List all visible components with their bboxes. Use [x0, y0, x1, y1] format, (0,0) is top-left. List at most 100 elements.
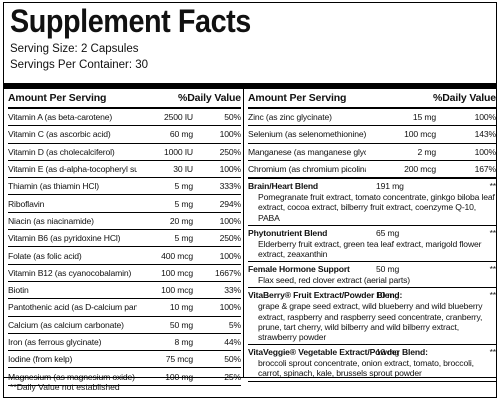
nutrient-row: Biotin 100 mcg 33% [8, 282, 241, 300]
nutrient-name: Vitamin C (as ascorbic acid) [8, 129, 111, 140]
daily-value: 1667% [214, 267, 241, 278]
amount: 1000 IU [163, 146, 193, 157]
nutrient-name: Iodine (from kelp) [8, 354, 73, 365]
amount: 191 mg [376, 181, 404, 192]
nutrient-name: Selenium (as selenomethionine) [248, 129, 366, 140]
nutrient-name: Biotin [8, 285, 29, 296]
table-header: Amount Per Serving %Daily Value [248, 89, 496, 109]
blend: Female Hormone Support 50 mg ** Flax seed, … [248, 262, 496, 289]
left-table: Amount Per Serving %Daily Value Vitamin … [8, 89, 242, 386]
nutrient-row: Niacin (as niacinamide) 20 mg 100% [8, 213, 241, 231]
nutrient-row: Vitamin B12 (as cyanocobalamin) 100 mcg 16… [8, 265, 241, 282]
daily-value: ** [489, 227, 497, 238]
nutrient-name: Vitamin D (as cholecalciferol) [8, 146, 115, 157]
nutrient-name: Vitamin B12 (as cyanocobalamin) [8, 267, 132, 278]
amount: 100 mcg [161, 267, 193, 278]
nutrient-name: Niacin (as niacinamide) [8, 215, 94, 226]
amount: 5 mg [174, 181, 193, 192]
nutrient-name: Thiamin (as thiamin HCl) [8, 181, 99, 192]
divider [4, 83, 496, 89]
nutrient-row: Pantothenic acid (as D-calcium pantothen… [8, 299, 242, 317]
daily-value: 100% [219, 164, 242, 175]
blend-header: VitaBerry® Fruit Extract/Powder Blend: 10… [248, 289, 496, 301]
nutrient-row: Folate (as folic acid) 400 mcg 100% [8, 247, 242, 265]
blend-ingredients: grape & grape seed extract, wild blueber… [258, 301, 483, 343]
table-header: Amount Per Serving %Daily Value [8, 89, 241, 109]
nutrient-name: Riboflavin [8, 198, 45, 209]
nutrient-name: Vitamin A (as beta-carotene) [8, 112, 113, 123]
amount: 400 mcg [161, 250, 193, 261]
amount: 5 mg [174, 233, 193, 244]
daily-value: 333% [219, 181, 242, 192]
nutrient-name: Chromium (as chromium picolinate) [248, 164, 366, 175]
blend-name: VitaBerry® Fruit Extract/Powder Blend: [248, 290, 403, 301]
nutrient-name: Pantothenic acid (as D-calcium pantothen… [8, 302, 137, 313]
amount: 10 mg [376, 290, 400, 301]
blend-name: Phytonutrient Blend [248, 227, 328, 238]
blend: VitaBerry® Fruit Extract/Powder Blend: 10… [248, 288, 496, 346]
daily-value: 294% [219, 198, 242, 209]
daily-value: 100% [219, 302, 242, 313]
blend: Brain/Heart Blend 191 mg ** Pomegranate fru… [248, 179, 496, 226]
nutrient-name: Vitamin B6 (as pyridoxine HCl) [8, 233, 121, 244]
footnote: **Daily Value not established [10, 382, 120, 392]
title: Supplement Facts [10, 3, 251, 39]
blend-ingredients: Elderberry fruit extract, green tea leaf… [258, 238, 482, 259]
amount: 15 mg [412, 112, 436, 123]
nutrient-row: Calcium (as calcium carbonate) 50 mg 5% [8, 317, 241, 334]
blend-name: VitaVeggie® Vegetable Extract/Powder Ble… [248, 347, 428, 358]
nutrient-row: Vitamin A (as beta-carotene) 2500 IU 50% [8, 109, 241, 127]
amount: 75 mcg [165, 354, 193, 365]
nutrient-row: Vitamin D (as cholecalciferol) 1000 IU 250… [8, 144, 241, 161]
daily-value: 5% [228, 319, 241, 330]
serving-size: Serving Size: 2 Capsules [10, 43, 139, 55]
nutrient-row: Vitamin B6 (as pyridoxine HCl) 5 mg 250% [8, 230, 241, 248]
nutrient-name: Folate (as folic acid) [8, 250, 82, 261]
daily-value: 167% [474, 164, 497, 175]
blend-header: Female Hormone Support 50 mg ** [248, 263, 496, 275]
amount: 8 mg [174, 337, 193, 347]
amount: 2 mg [417, 146, 436, 157]
nutrient-row: Manganese (as manganese glycinate) 2 mg 10… [248, 144, 496, 161]
daily-value: 250% [219, 146, 242, 157]
nutrient-row: Selenium (as selenomethionine) 100 mcg 143… [248, 126, 497, 144]
nutrient-name: Iron (as ferrous glycinate) [8, 337, 102, 347]
blend-name: Female Hormone Support [248, 264, 350, 275]
amount: 60 mg [169, 129, 193, 140]
amount: 2500 IU [163, 112, 193, 123]
nutrient-name: Manganese (as manganese glycinate) [248, 146, 366, 157]
blend: Phytonutrient Blend 65 mg ** Elderberry fru… [248, 226, 497, 263]
daily-value: 50% [224, 354, 241, 365]
nutrient-row: Zinc (as zinc glycinate) 15 mg 100% [248, 109, 497, 127]
column-header: %Daily Value [178, 92, 241, 104]
amount: 5 mg [174, 198, 193, 209]
blend-header: Brain/Heart Blend 191 mg ** [248, 180, 496, 192]
daily-value: 100% [219, 250, 242, 261]
amount: 30 IU [173, 164, 193, 175]
blend: VitaVeggie® Vegetable Extract/Powder Ble… [248, 345, 497, 382]
amount: 10 mg [169, 302, 193, 313]
nutrient-row: Vitamin E (as d-alpha-tocopheryl succina… [8, 161, 242, 179]
amount: 200 mcg [404, 164, 436, 175]
nutrient-name: Zinc (as zinc glycinate) [248, 112, 332, 123]
column-header: Amount Per Serving [8, 92, 107, 104]
nutrient-row: Thiamin (as thiamin HCl) 5 mg 333% [8, 178, 242, 196]
daily-value: 143% [474, 129, 497, 140]
nutrient-name: Vitamin E (as d-alpha-tocopheryl succina… [8, 164, 137, 175]
daily-value: 100% [474, 112, 497, 123]
daily-value: ** [489, 181, 497, 192]
nutrient-row: Iodine (from kelp) 75 mcg 50% [8, 351, 241, 369]
daily-value: ** [489, 347, 497, 358]
column-header: Amount Per Serving [248, 92, 347, 104]
amount: 100 mcg [404, 129, 436, 140]
daily-value: ** [489, 290, 497, 301]
servings-per-container: Servings Per Container: 30 [10, 59, 149, 71]
nutrient-row: Iron (as ferrous glycinate) 8 mg 44% [8, 334, 241, 352]
blend-ingredients: Flax seed, red clover extract (aerial pa… [258, 275, 410, 286]
blend-ingredients: Pomegranate fruit extract, tomato concen… [258, 192, 495, 223]
blend-name: Brain/Heart Blend [248, 181, 319, 192]
amount: 50 mg [376, 264, 400, 275]
nutrient-row: Riboflavin 5 mg 294% [8, 195, 242, 213]
daily-value: 50% [224, 112, 241, 123]
divider [4, 376, 496, 378]
